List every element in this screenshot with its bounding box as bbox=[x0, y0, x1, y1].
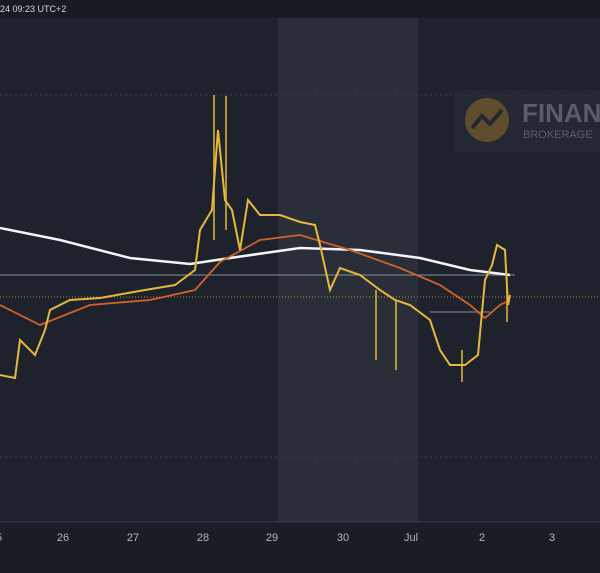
ma-long bbox=[0, 226, 511, 277]
watermark: FINAN BROKERAGE bbox=[455, 90, 600, 152]
price bbox=[0, 129, 511, 380]
x-axis-label: 25 bbox=[0, 532, 2, 544]
x-axis-label: 29 bbox=[266, 532, 278, 544]
x-axis-label: 28 bbox=[197, 532, 209, 544]
x-axis-label: 30 bbox=[337, 532, 349, 544]
x-axis-label: 26 bbox=[57, 532, 69, 544]
x-axis-bar bbox=[0, 522, 600, 573]
x-axis-label: 3 bbox=[549, 532, 555, 544]
watermark-brand: FINAN bbox=[522, 98, 600, 128]
x-axis-labels: 25 26 27 28 29 30 Jul 2 3 bbox=[0, 532, 555, 544]
x-axis-label: 2 bbox=[479, 532, 485, 544]
top-bar bbox=[0, 0, 600, 18]
timestamp: 24 09:23 UTC+2 bbox=[0, 4, 66, 14]
x-axis-label: 27 bbox=[127, 532, 139, 544]
ma-short bbox=[0, 234, 511, 326]
watermark-logo-mark bbox=[470, 108, 504, 130]
watermark-tagline: BROKERAGE bbox=[523, 129, 593, 141]
x-axis-label: Jul bbox=[404, 532, 418, 544]
